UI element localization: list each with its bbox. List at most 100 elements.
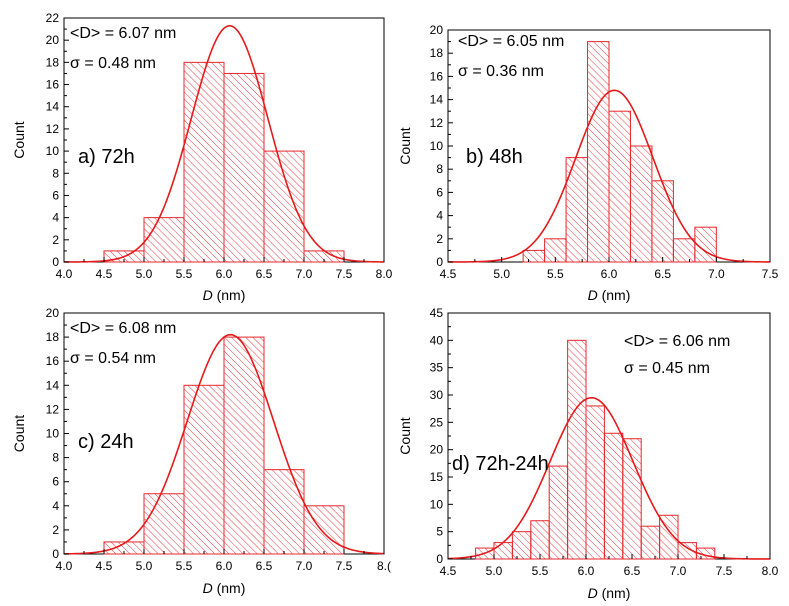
histogram-bar [603,432,624,560]
bars-group [475,339,716,560]
y-tick-label: 6 [52,188,59,202]
bars-group [103,61,345,263]
panel-b-48h: 4.5 5.0 5.5 6.0 6.5 7.0 7.5 02468101214161820 … [397,23,779,303]
x-axis-unit: (nm) [598,585,631,601]
y-tick-label: 10 [46,144,60,158]
sigma-label: σ = 0.54 nm [70,350,156,367]
x-axis-title: D (nm) [203,287,246,303]
y-tick-label: 0 [436,255,443,269]
y-axis-title: Count [11,415,27,452]
y-tick-label: 12 [430,116,444,130]
histogram-bar [548,465,569,560]
sigma-label: σ = 0.45 nm [624,360,710,377]
y-tick-label: 18 [46,330,60,344]
y-tick-label: 8 [52,166,59,180]
y-tick-label: 35 [430,361,444,375]
x-axis-symbol: D [203,287,213,303]
x-axis-unit: (nm) [213,580,246,596]
bars-group [522,41,717,263]
y-tick-label: 4 [436,209,443,223]
x-tick-label: 8.( [377,559,391,573]
y-tick-label: 10 [46,427,60,441]
x-tick-label: 4.5 [96,559,113,573]
mean-diameter-label: <D> = 6.05 nm [458,33,564,50]
mean-diameter-label: <D> = 6.08 nm [70,320,176,337]
mean-diameter-label: <D> = 6.06 nm [624,333,730,350]
panel-d-72h-24h: 4.5 5.0 5.5 6.0 6.5 7.0 7.5 8.0 0 5 10 15 20 25 30 35 4… [397,306,779,601]
gaussian-fit-curve [63,25,385,263]
panel-label: d) 72h-24h [452,453,549,475]
x-tick-label: 7.0 [296,559,313,573]
x-tick-label: 5.0 [136,559,153,573]
panel-a-72h: 4.0 4.5 5.0 5.5 6.0 6.5 7.0 7.5 8.0 0 2 4 6 8 10 12 14 1… [11,11,393,303]
y-ticks: 0 5 10 15 20 25 30 35 40 45 [430,306,453,566]
y-tick-label: 6 [436,185,443,199]
y-tick-label: 16 [46,78,60,92]
panel-label: b) 48h [466,146,523,168]
x-tick-label: 4.0 [56,559,73,573]
histogram-bar [651,180,674,263]
y-tick-label: 40 [430,333,444,347]
y-tick-label: 8 [52,451,59,465]
x-tick-label: 4.0 [56,267,73,281]
histogram-bar [695,547,716,560]
x-tick-label: 5.5 [176,559,193,573]
y-tick-label: 5 [436,525,443,539]
x-tick-label: 5.5 [176,267,193,281]
x-axis-unit: (nm) [598,287,631,303]
x-axis-title: D (nm) [588,585,631,601]
x-tick-label: 5.0 [493,267,510,281]
bars-group [103,336,345,555]
x-tick-label: 6.0 [216,559,233,573]
histogram-bar [585,405,605,560]
histogram-bar [530,520,550,560]
x-tick-label: 8.0 [762,564,779,578]
y-tick-label: 10 [430,497,444,511]
histogram-bar [183,61,225,263]
x-axis-symbol: D [588,287,598,303]
histogram-bar [223,336,265,555]
panel-label: a) 72h [78,146,135,168]
y-tick-label: 22 [46,11,60,25]
histogram-bar [511,531,532,560]
histogram-bar [263,150,305,263]
mean-diameter-label: <D> = 6.07 nm [70,25,176,42]
histogram-bar [223,72,265,263]
y-tick-label: 16 [46,354,60,368]
y-tick-label: 4 [52,499,59,513]
x-axis-title: D (nm) [588,287,631,303]
x-tick-label: 5.0 [136,267,153,281]
histogram-bar [522,249,546,263]
y-tick-label: 30 [430,388,444,402]
y-tick-label: 12 [46,402,60,416]
x-tick-label: 4.5 [96,267,113,281]
x-tick-label: 6.5 [256,267,273,281]
y-ticks: 0 2 4 6 8 10 12 14 16 18 20 [46,306,69,561]
histogram-bar [629,145,653,263]
gaussian-fit-curve [63,333,385,555]
histogram-bar [608,110,631,263]
panel-c-24h: 4.0 4.5 5.0 5.5 6.0 6.5 7.0 7.5 8.( 0 2 4 6 8 10 12 14 1… [11,306,391,596]
histogram-bar [143,217,185,263]
y-tick-label: 15 [430,470,444,484]
histogram-bar [622,438,642,560]
x-ticks: 4.0 4.5 5.0 5.5 6.0 6.5 7.0 7.5 8.0 [56,257,393,281]
histogram-bar [143,493,185,555]
x-tick-label: 5.5 [532,564,549,578]
sigma-label: σ = 0.48 nm [70,55,156,72]
y-tick-label: 25 [430,415,444,429]
histogram-bar [587,41,610,263]
x-tick-label: 4.5 [440,267,457,281]
x-tick-label: 7.0 [708,267,725,281]
y-tick-label: 10 [430,139,444,153]
y-tick-label: 2 [52,523,59,537]
y-tick-label: 0 [436,552,443,566]
x-axis-title: D (nm) [203,580,246,596]
x-tick-label: 6.5 [654,267,671,281]
histogram-bar [659,514,679,560]
y-tick-label: 2 [52,233,59,247]
x-ticks: 4.5 5.0 5.5 6.0 6.5 7.0 7.5 [440,257,779,281]
y-tick-label: 20 [430,443,444,457]
x-tick-label: 7.5 [716,564,733,578]
